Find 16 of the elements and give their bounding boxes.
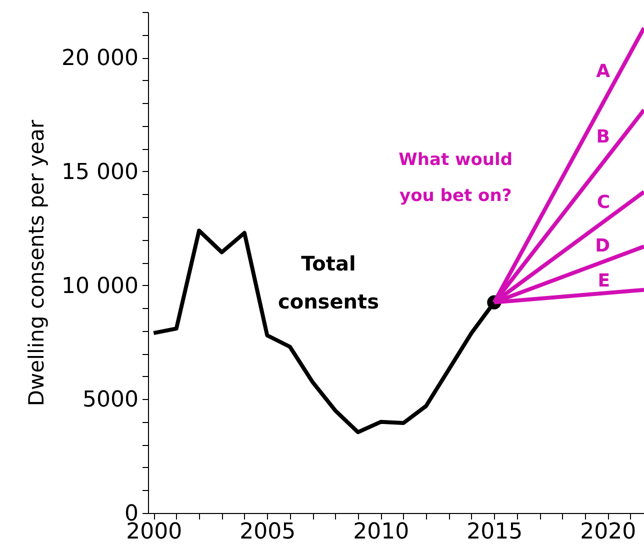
- y-tick-label: 10 000: [62, 274, 138, 299]
- series-label: B: [596, 126, 610, 148]
- series-label: C: [596, 192, 610, 213]
- series-label: D: [595, 236, 610, 257]
- y-tick-label: 20 000: [62, 46, 138, 72]
- annotation: What would you bet on?: [398, 150, 513, 206]
- series-label: Total consents: [278, 252, 379, 314]
- y-tick-label: 5000: [82, 388, 138, 413]
- x-tick-label: 2010: [353, 520, 410, 544]
- y-tick-label: 15 000: [62, 160, 138, 185]
- x-tick-label: 2015: [466, 520, 523, 544]
- x-tick-label: 2005: [240, 520, 296, 544]
- series-label: E: [598, 270, 610, 292]
- series-label: A: [596, 60, 610, 82]
- x-tick-label: 2020: [580, 520, 636, 544]
- y-axis-title: Dwelling consents per year: [24, 120, 49, 406]
